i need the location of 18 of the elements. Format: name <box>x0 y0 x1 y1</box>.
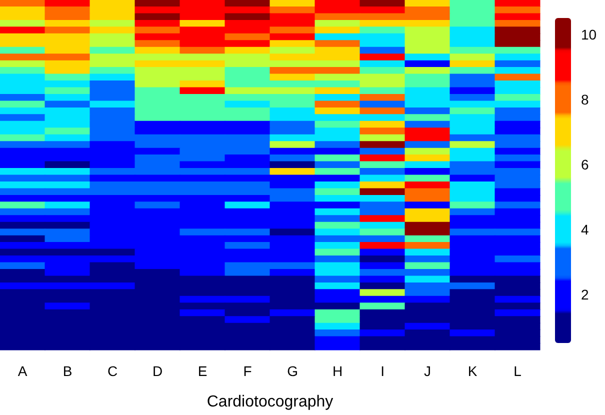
color-bar-label: 8 <box>581 91 589 108</box>
color-bar-label: 6 <box>581 156 589 172</box>
x-tick-label: E <box>198 363 208 379</box>
color-bar-label: 4 <box>581 221 589 238</box>
x-tick-label: H <box>332 363 343 379</box>
x-tick-label: L <box>514 363 522 379</box>
color-bar-label: 2 <box>581 286 589 302</box>
x-tick-label: B <box>62 363 72 379</box>
x-tick-label: J <box>424 363 431 379</box>
x-tick-label: G <box>287 363 298 379</box>
x-tick-label: K <box>468 363 478 379</box>
x-tick-label: F <box>243 363 252 379</box>
x-tick-label: I <box>380 363 384 379</box>
x-tick-label: A <box>18 363 28 379</box>
x-axis-title: Cardiotocography <box>206 394 334 410</box>
x-tick-label: D <box>152 363 163 379</box>
x-tick-label: C <box>107 363 118 379</box>
color-bar-label: 10 <box>581 26 597 42</box>
